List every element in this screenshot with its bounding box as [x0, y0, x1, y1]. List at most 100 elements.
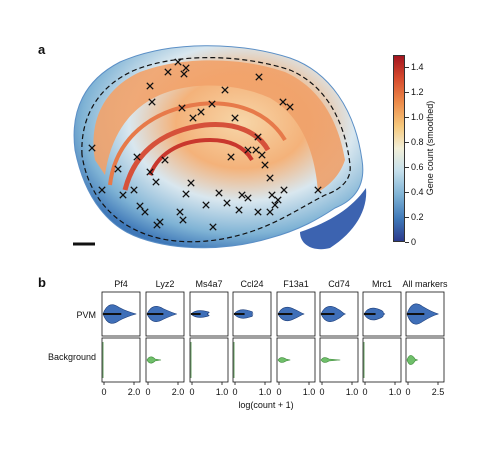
violin-panel-frame [189, 291, 229, 337]
x-tick-label: 0 [101, 387, 106, 397]
x-tick-label: 0 [362, 387, 367, 397]
pvm-marker [244, 194, 252, 202]
pvm-marker [146, 168, 154, 176]
pvm-marker [189, 114, 197, 122]
x-tick-label: 2.0 [172, 387, 185, 397]
pvm-marker [266, 208, 274, 216]
pvm-marker [223, 199, 231, 207]
pvm-marker [254, 208, 262, 216]
pvm-marker [279, 98, 287, 106]
violin-panel-frame [405, 337, 445, 383]
pvm-marker [146, 82, 154, 90]
violin-panel-frame [101, 337, 141, 383]
panel-a-label: a [38, 42, 46, 57]
pvm-marker [187, 179, 195, 187]
pvm-marker [255, 73, 263, 81]
violin-panel-frame [232, 337, 272, 383]
pvm-marker [286, 103, 294, 111]
x-tick-label: 1.0 [259, 387, 272, 397]
colorbar-tick-label: 0.6 [411, 162, 424, 173]
x-tick-label: 1.0 [216, 387, 229, 397]
gene-header: Pf4 [114, 279, 128, 289]
x-tick-label: 0 [145, 387, 150, 397]
pvm-marker [98, 186, 106, 194]
pvm-marker [182, 64, 190, 72]
colorbar-tickmark [405, 67, 409, 69]
x-tick-label: 0 [319, 387, 324, 397]
gene-header: Ccl24 [240, 279, 263, 289]
background-violin [406, 355, 419, 365]
pvm-marker [141, 208, 149, 216]
pvm-marker [178, 104, 186, 112]
pvm-marker [271, 201, 279, 209]
background-violin [277, 357, 291, 363]
gene-header: Ms4a7 [195, 279, 222, 289]
x-tick-label: 0 [276, 387, 281, 397]
pvm-marker [268, 191, 276, 199]
pvm-marker [231, 114, 239, 122]
pvm-marker [164, 68, 172, 76]
pvm-marker [238, 191, 246, 199]
pvm-marker [274, 196, 282, 204]
gene-header: All markers [402, 279, 448, 289]
pvm-marker [176, 208, 184, 216]
x-tick-label: 0 [405, 387, 410, 397]
pvm-markers [88, 58, 322, 231]
colorbar-tick-label: 0 [411, 237, 417, 247]
pvm-marker [180, 70, 188, 78]
violin-panel-frame [362, 291, 402, 337]
pvm-marker [261, 161, 269, 169]
pvm-marker [179, 216, 187, 224]
pvm-marker [148, 98, 156, 106]
pvm-marker [197, 108, 205, 116]
colorbar-tickmark [405, 167, 409, 169]
colorbar-tick-label: 0.4 [411, 187, 424, 198]
violin-panel-frame [276, 337, 316, 383]
pvm-marker [244, 146, 252, 154]
pvm-marker [221, 86, 229, 94]
pvm-marker [133, 153, 141, 161]
pvm-marker [227, 153, 235, 161]
colorbar-tick-label: 0.2 [411, 212, 424, 223]
colorbar-tickmark [405, 192, 409, 194]
pvm-marker [280, 186, 288, 194]
pvm-marker [182, 190, 190, 198]
pvm-marker [209, 223, 217, 231]
pvm-marker [202, 201, 210, 209]
colorbar-tickmark [405, 117, 409, 119]
pvm-marker [258, 151, 266, 159]
gene-header: Cd74 [328, 279, 350, 289]
x-tick-label: 1.0 [389, 387, 402, 397]
gene-header: Lyz2 [156, 279, 175, 289]
violin-panel-frame [319, 337, 359, 383]
pvm-marker [174, 58, 182, 66]
colorbar-tick-label: 1.0 [411, 112, 424, 123]
violin-panel-frame [145, 337, 185, 383]
region-boundary [81, 57, 351, 243]
colorbar-tick-label: 0.8 [411, 137, 424, 148]
pvm-marker [235, 206, 243, 214]
pvm-marker [252, 146, 260, 154]
colorbar-tickmark [405, 92, 409, 94]
row-label-background: Background [48, 352, 96, 362]
pvm-marker [161, 156, 169, 164]
violin-panel-frame [362, 337, 402, 383]
colorbar [393, 55, 405, 242]
violin-panel-frame [101, 291, 141, 337]
colorbar-tickmark [405, 217, 409, 219]
colorbar-tickmark [405, 142, 409, 144]
violin-panel-frame [232, 291, 272, 337]
pvm-marker [254, 133, 262, 141]
pvm-marker [152, 178, 160, 186]
x-tick-label: 0 [189, 387, 194, 397]
x-tick-label: 1.0 [346, 387, 359, 397]
colorbar-tickmark [405, 242, 409, 243]
pvm-marker [114, 165, 122, 173]
x-tick-label: 1.0 [303, 387, 316, 397]
pvm-marker [208, 100, 216, 108]
pvm-marker [136, 202, 144, 210]
pvm-marker [119, 191, 127, 199]
x-tick-label: 0 [232, 387, 237, 397]
